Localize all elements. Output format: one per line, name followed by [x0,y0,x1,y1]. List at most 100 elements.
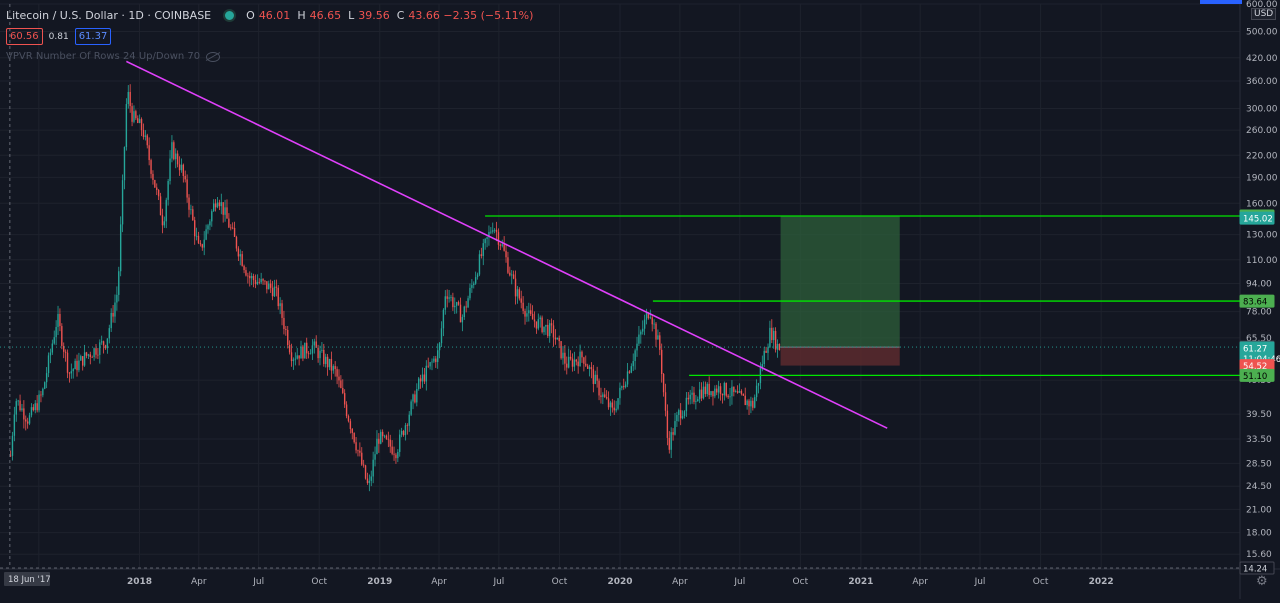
candle-body [87,354,90,356]
candle-body [463,306,465,318]
candle-body [42,388,44,396]
candle-body [25,419,27,422]
candle-body [80,356,82,361]
candle-body [378,438,380,444]
candle-body [338,376,340,381]
candle-body [429,362,431,367]
candle-body [138,119,141,123]
candle-body [556,337,558,340]
candle-body [304,342,306,359]
buy-price-button[interactable]: 61.37 [74,28,112,45]
price-axis-label: 130.00 [1246,231,1278,241]
candle-body [57,314,59,327]
candle-body [592,369,595,384]
candle-body [495,229,498,233]
candle-body [13,414,16,436]
price-axis-label: 160.00 [1246,199,1278,209]
candle-body [689,394,691,400]
candle-body [660,349,663,374]
candle-body [241,254,243,266]
vpvr-indicator[interactable]: VPVR Number Of Rows 24 Up/Down 70 [6,51,221,62]
candle-body [190,209,192,211]
candle-body [444,296,446,310]
eye-off-icon[interactable] [206,51,221,62]
candle-body [133,111,135,122]
candle-body [505,250,507,258]
candle-body [736,391,739,393]
candle-body [161,215,164,226]
candle-body [368,480,371,484]
candle-body [180,164,183,171]
candle-body [484,238,486,244]
candle-body [524,310,526,317]
candle-body [104,345,107,349]
candle-body [773,330,775,341]
candle-body [353,432,355,443]
candle-body [691,392,693,395]
symbol-title[interactable]: Litecoin / U.S. Dollar · 1D · COINBASE [6,9,212,22]
vpvr-label: VPVR Number Of Rows 24 Up/Down 70 [6,51,201,62]
candle-body [38,394,40,411]
candle-body [710,391,712,396]
candle-body [169,158,171,181]
candle-body [233,227,236,237]
candle-body [632,361,634,367]
candle-body [664,392,667,411]
candle-body [116,294,118,303]
candle-body [309,353,312,355]
trendline [126,60,888,429]
bid-ask-row: 60.56 0.81 61.37 [6,28,112,45]
candle-body [366,478,369,484]
open-key: O [246,9,255,22]
candle-body [685,397,688,412]
candle-body [406,425,409,427]
candle-body [471,285,473,288]
gear-icon[interactable]: ⚙ [1256,574,1268,589]
candle-body [454,305,456,308]
candle-body [636,343,638,351]
candle-body [624,384,627,388]
candle-body [708,383,710,396]
candle-body [697,399,699,402]
sell-price-button[interactable]: 60.56 [6,28,43,45]
candle-body [474,277,477,284]
candle-body [509,272,511,276]
candle-body [476,274,479,278]
crosshair-time-tag [4,572,50,586]
candle-body [693,392,695,402]
candle-body [493,229,496,231]
candle-body [755,385,758,398]
candle-body [393,453,395,455]
candle-body [323,349,325,364]
candle-body [569,356,572,359]
candle-body [199,243,202,245]
time-axis-label: Oct [552,577,568,587]
candle-body [465,306,467,308]
candle-body [121,180,124,225]
candle-body [152,173,154,181]
candle-body [615,408,617,411]
candle-body [486,237,488,239]
candle-body [68,372,71,374]
candle-body [473,283,475,286]
candle-body [370,476,372,481]
candle-body [146,135,148,146]
candle-body [414,394,416,403]
candle-body [254,280,257,285]
currency-badge[interactable]: USD [1251,8,1277,20]
candle-body [137,118,139,123]
price-axis-label: 33.50 [1246,435,1272,445]
candle-body [273,286,276,297]
candle-body [100,341,103,343]
candle-body [659,335,661,350]
candle-body [176,153,179,165]
candle-body [347,416,350,422]
candle-body [300,346,302,359]
candle-body [598,380,600,396]
candle-body [15,401,17,415]
candle-body [567,356,570,368]
candle-body [653,323,655,325]
candle-body [446,296,448,299]
